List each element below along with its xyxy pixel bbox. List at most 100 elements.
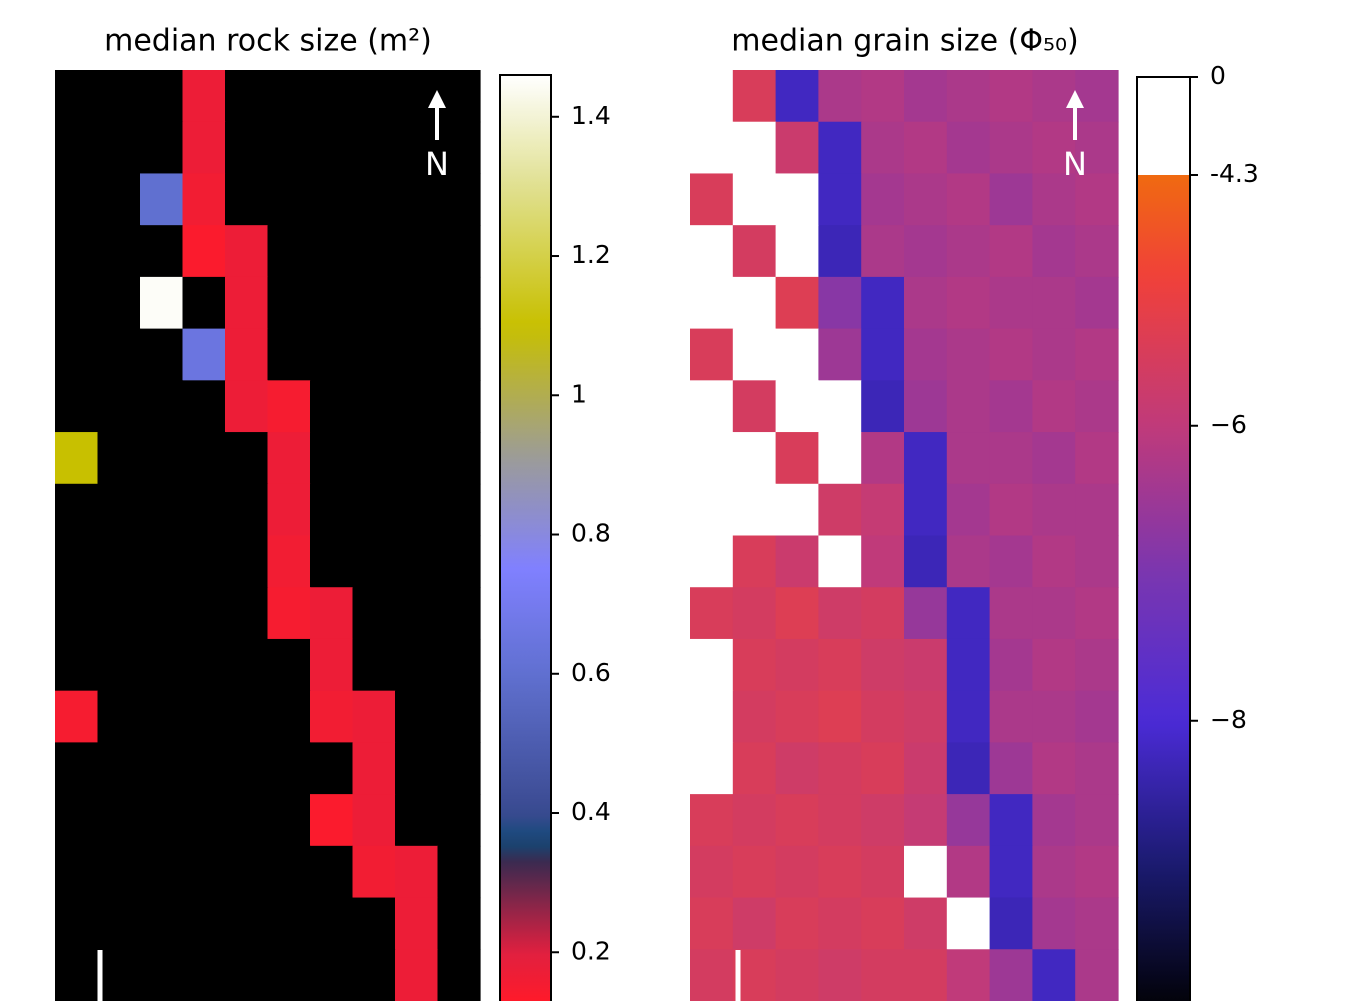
heatmap-cell	[98, 742, 141, 794]
heatmap-cell	[140, 742, 183, 794]
heatmap-cell	[733, 329, 776, 381]
heatmap-cell	[353, 536, 396, 588]
heatmap-cell	[310, 225, 353, 277]
heatmap-cell	[990, 846, 1033, 898]
heatmap-cell	[1032, 949, 1075, 1001]
colorbar-tick-label: 0	[1210, 61, 1226, 90]
heatmap-cell	[55, 691, 98, 743]
heatmap-cell	[395, 329, 438, 381]
heatmap-cell	[55, 380, 98, 432]
heatmap-cell	[225, 225, 268, 277]
heatmap-cell	[776, 742, 819, 794]
heatmap-cell	[268, 122, 311, 174]
heatmap-cell	[55, 329, 98, 381]
heatmap-cell	[690, 70, 733, 122]
heatmap-cell	[990, 898, 1033, 950]
heatmap-cell	[1032, 898, 1075, 950]
heatmap-cell	[818, 225, 861, 277]
heatmap-cell	[690, 691, 733, 743]
heatmap-cell	[818, 691, 861, 743]
heatmap-cell	[904, 587, 947, 639]
heatmap-cell	[310, 691, 353, 743]
colorbar-tick-label: −6	[1210, 410, 1247, 439]
heatmap-cell	[990, 432, 1033, 484]
heatmap-cell	[438, 742, 481, 794]
heatmap-cell	[98, 898, 141, 950]
heatmap-cell	[310, 587, 353, 639]
colorbar-tick-label: -4.3	[1210, 159, 1259, 188]
colorbar-tick-label: 0.4	[571, 797, 611, 826]
heatmap-cell	[1075, 225, 1118, 277]
heatmap-cell	[690, 484, 733, 536]
heatmap-cell	[733, 587, 776, 639]
heatmap-cell	[268, 380, 311, 432]
heatmap-cell	[140, 846, 183, 898]
heatmap-cell	[55, 536, 98, 588]
heatmap-cell	[225, 380, 268, 432]
heatmap-cell	[438, 587, 481, 639]
heatmap-cell	[98, 587, 141, 639]
heatmap-cell	[1032, 484, 1075, 536]
heatmap-cell	[690, 949, 733, 1001]
heatmap-cell	[947, 225, 990, 277]
heatmap-cell	[225, 587, 268, 639]
heatmap-cell	[947, 484, 990, 536]
heatmap-cell	[947, 380, 990, 432]
heatmap-cell	[225, 794, 268, 846]
heatmap-cell	[861, 587, 904, 639]
heatmap-cell	[183, 484, 226, 536]
heatmap-cell	[55, 432, 98, 484]
heatmap-cell	[1032, 691, 1075, 743]
heatmap-cell	[98, 122, 141, 174]
heatmap-cell	[818, 898, 861, 950]
heatmap-cell	[438, 898, 481, 950]
heatmap-cell	[947, 173, 990, 225]
heatmap-cell	[861, 329, 904, 381]
heatmap-cell	[353, 742, 396, 794]
heatmap-cell	[861, 691, 904, 743]
heatmap-cell	[861, 898, 904, 950]
heatmap-cell	[990, 173, 1033, 225]
colorbar	[500, 75, 551, 1001]
heatmap-cell	[904, 70, 947, 122]
heatmap-cell	[990, 639, 1033, 691]
heatmap-cell	[225, 691, 268, 743]
heatmap-cell	[268, 225, 311, 277]
heatmap-cell	[140, 225, 183, 277]
heatmap-cell	[947, 536, 990, 588]
heatmap-cell	[98, 225, 141, 277]
heatmap-cell	[268, 794, 311, 846]
colorbar-tick-label: 1	[571, 379, 587, 408]
heatmap-cell	[183, 587, 226, 639]
heatmap-cell	[55, 173, 98, 225]
heatmap-cell	[268, 846, 311, 898]
heatmap-cell	[98, 536, 141, 588]
heatmap-cell	[310, 484, 353, 536]
heatmap-cell	[183, 277, 226, 329]
heatmap-cell	[268, 639, 311, 691]
heatmap-cell	[310, 794, 353, 846]
heatmap-cell	[438, 484, 481, 536]
heatmap-cell	[1032, 587, 1075, 639]
heatmap-cell	[690, 898, 733, 950]
heatmap-cell	[690, 639, 733, 691]
heatmap-cell	[947, 691, 990, 743]
heatmap-cell	[733, 70, 776, 122]
heatmap-cell	[690, 225, 733, 277]
heatmap-cell	[1075, 536, 1118, 588]
heatmap-cell	[183, 846, 226, 898]
heatmap-cell	[183, 898, 226, 950]
heatmap-cell	[733, 277, 776, 329]
heatmap-cell	[904, 122, 947, 174]
north-label: N	[425, 145, 449, 183]
heatmap-cell	[990, 949, 1033, 1001]
heatmap-cell	[225, 277, 268, 329]
heatmap-cell	[947, 949, 990, 1001]
heatmap-cell	[904, 691, 947, 743]
heatmap-cell	[438, 794, 481, 846]
heatmap-cell	[818, 536, 861, 588]
heatmap-cell	[140, 898, 183, 950]
heatmap-cell	[1032, 432, 1075, 484]
heatmap-cell	[904, 846, 947, 898]
